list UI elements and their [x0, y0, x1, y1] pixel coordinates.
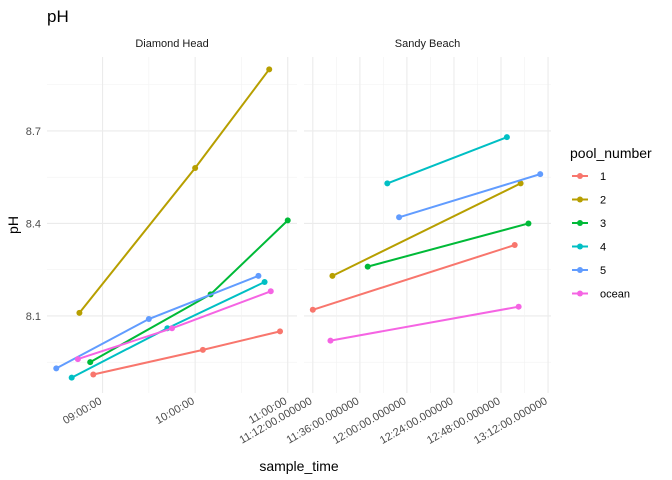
- legend-key-point: [577, 196, 583, 203]
- data-point: [503, 134, 510, 141]
- data-point: [267, 288, 274, 295]
- legend-item: 3: [572, 218, 606, 230]
- series-line-3: [367, 222, 529, 268]
- series-line-4: [386, 136, 508, 185]
- data-point: [87, 359, 94, 366]
- legend-key-point: [577, 173, 583, 179]
- legend-key-point: [577, 220, 583, 226]
- chart-title: pH: [47, 7, 69, 26]
- x-axis-title: sample_time: [259, 458, 339, 474]
- legend-label: 3: [600, 218, 606, 230]
- data-point: [90, 371, 97, 378]
- series-line-2: [331, 182, 522, 277]
- strip-label: Diamond Head: [135, 38, 208, 50]
- y-tick-label: 8.1: [26, 311, 41, 323]
- data-point: [169, 325, 175, 332]
- y-axis-title: pH: [5, 216, 21, 234]
- legend-key-point: [577, 290, 583, 297]
- legend-key-point: [577, 243, 583, 250]
- data-point: [145, 316, 152, 323]
- series-line-1: [312, 244, 516, 311]
- legend-key-point: [577, 267, 583, 273]
- data-point: [68, 374, 75, 381]
- data-point: [511, 242, 518, 249]
- data-point: [396, 214, 403, 221]
- legend-title: pool_number: [570, 145, 652, 161]
- data-point: [327, 337, 334, 344]
- legend: pool_number 1 2 3 4 5 ocean: [570, 145, 652, 301]
- series-line-3: [89, 219, 289, 364]
- legend-label: 2: [600, 195, 606, 207]
- data-point: [309, 306, 316, 313]
- legend-item: 4: [572, 242, 606, 254]
- data-point: [266, 66, 273, 73]
- data-point: [517, 180, 524, 187]
- data-point: [277, 328, 284, 335]
- legend-label: 4: [600, 242, 606, 254]
- legend-item: 2: [572, 195, 606, 207]
- strip-label: Sandy Beach: [395, 38, 460, 50]
- legend-label: 5: [600, 265, 606, 277]
- series-line-5: [55, 274, 259, 370]
- data-point: [192, 164, 199, 171]
- legend-label: ocean: [600, 289, 630, 301]
- series-line-2: [78, 68, 271, 314]
- series-line-ocean: [330, 305, 519, 342]
- data-point: [74, 356, 81, 363]
- y-tick-label: 8.4: [26, 218, 41, 230]
- legend-item: 5: [572, 265, 606, 277]
- panel-sandy-beach: Sandy Beach11:12:00.00000011:36:00.00000…: [238, 38, 551, 447]
- data-point: [261, 279, 268, 286]
- data-point: [199, 346, 206, 353]
- x-tick-label: 10:00:00: [154, 395, 197, 427]
- data-point: [329, 272, 336, 279]
- data-point: [53, 365, 60, 372]
- data-point: [284, 217, 291, 224]
- data-point: [515, 303, 522, 310]
- legend-label: 1: [600, 171, 606, 183]
- legend-item: 1: [572, 171, 606, 183]
- series-line-5: [398, 173, 541, 219]
- data-point: [525, 220, 532, 227]
- x-tick-label: 09:00:00: [61, 395, 104, 427]
- data-point: [537, 171, 544, 178]
- data-point: [76, 309, 83, 316]
- legend-item: ocean: [572, 289, 630, 301]
- data-point: [364, 263, 371, 270]
- data-point: [384, 180, 391, 187]
- y-tick-label: 8.7: [26, 126, 41, 138]
- data-point: [255, 272, 262, 279]
